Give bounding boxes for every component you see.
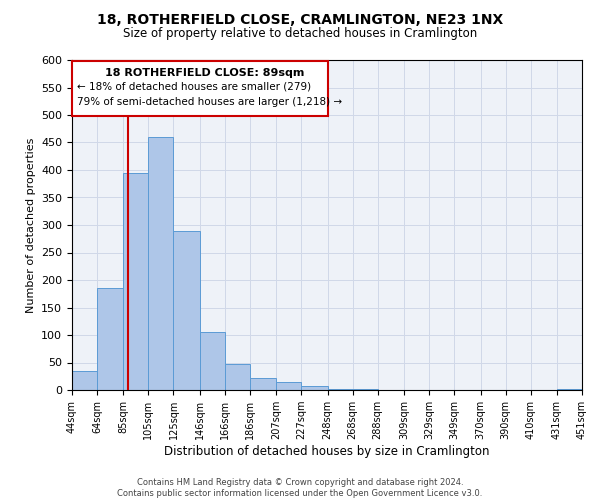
Bar [148,137,173,390]
Bar [97,288,124,390]
Text: Contains HM Land Registry data © Crown copyright and database right 2024.
Contai: Contains HM Land Registry data © Crown c… [118,478,482,498]
Bar [328,389,353,390]
Bar [200,332,225,390]
Text: 18, ROTHERFIELD CLOSE, CRAMLINGTON, NE23 1NX: 18, ROTHERFIELD CLOSE, CRAMLINGTON, NE23… [97,12,503,26]
Bar [124,173,148,390]
Text: Size of property relative to detached houses in Cramlington: Size of property relative to detached ho… [123,28,477,40]
Bar [72,371,97,390]
Bar [276,382,301,390]
Bar [557,389,582,390]
Bar [225,364,250,390]
Text: ← 18% of detached houses are smaller (279): ← 18% of detached houses are smaller (27… [77,82,311,92]
Bar [301,386,328,390]
Text: 18 ROTHERFIELD CLOSE: 89sqm: 18 ROTHERFIELD CLOSE: 89sqm [105,68,305,78]
Y-axis label: Number of detached properties: Number of detached properties [26,138,35,312]
Bar [250,378,276,390]
Bar [173,230,200,390]
FancyBboxPatch shape [72,61,328,116]
Text: 79% of semi-detached houses are larger (1,218) →: 79% of semi-detached houses are larger (… [77,98,342,108]
X-axis label: Distribution of detached houses by size in Cramlington: Distribution of detached houses by size … [164,445,490,458]
